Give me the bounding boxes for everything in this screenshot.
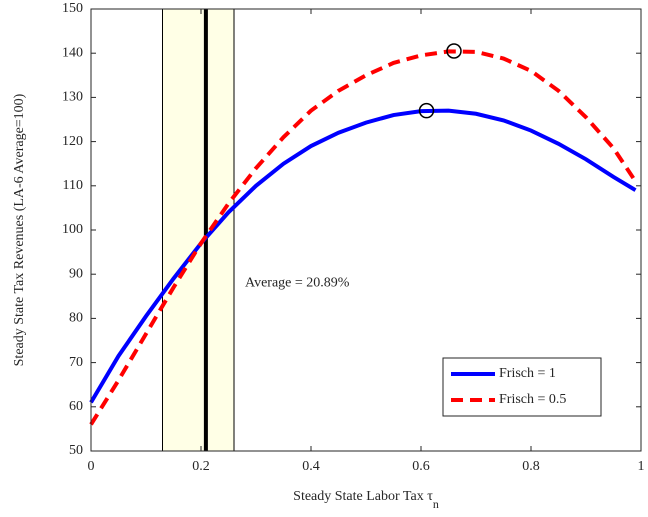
y-axis-label: Steady State Tax Revenues (LA-6 Average=… bbox=[12, 93, 27, 366]
x-tick-label: 0.2 bbox=[192, 459, 210, 474]
plot-frame bbox=[90, 8, 642, 452]
x-tick-label: 0.6 bbox=[412, 459, 430, 474]
annotation: Average = 20.89% bbox=[245, 275, 350, 290]
x-axis-label: Steady State Labor Tax τn bbox=[293, 489, 439, 511]
y-tick-label: 50 bbox=[69, 443, 83, 458]
legend-label: Frisch = 1 bbox=[499, 366, 556, 381]
series-line bbox=[89, 108, 637, 404]
y-tick-label: 140 bbox=[62, 45, 83, 60]
y-tick-label: 120 bbox=[62, 134, 83, 149]
y-tick-label: 60 bbox=[69, 399, 83, 414]
peak-marker bbox=[418, 102, 435, 119]
x-tick-label: 0 bbox=[88, 459, 95, 474]
legend-box bbox=[442, 357, 602, 417]
y-tick-label: 100 bbox=[62, 222, 83, 237]
y-tick-label: 110 bbox=[63, 178, 83, 193]
shaded-band bbox=[162, 8, 235, 452]
y-tick-label: 90 bbox=[69, 266, 83, 281]
x-tick-label: 1 bbox=[638, 459, 645, 474]
legend-label: Frisch = 0.5 bbox=[499, 392, 566, 407]
x-axis-label-main: Steady State Labor Tax τ bbox=[293, 489, 433, 504]
peak-marker bbox=[446, 43, 462, 59]
x-tick-label: 0.4 bbox=[302, 459, 320, 474]
y-tick-label: 70 bbox=[69, 355, 83, 370]
x-axis-label-subscript: n bbox=[433, 497, 439, 511]
series-line bbox=[89, 49, 638, 426]
y-tick-label: 80 bbox=[69, 311, 83, 326]
y-tick-label: 130 bbox=[62, 90, 83, 105]
y-tick-label: 150 bbox=[62, 1, 83, 16]
x-tick-label: 0.8 bbox=[522, 459, 540, 474]
